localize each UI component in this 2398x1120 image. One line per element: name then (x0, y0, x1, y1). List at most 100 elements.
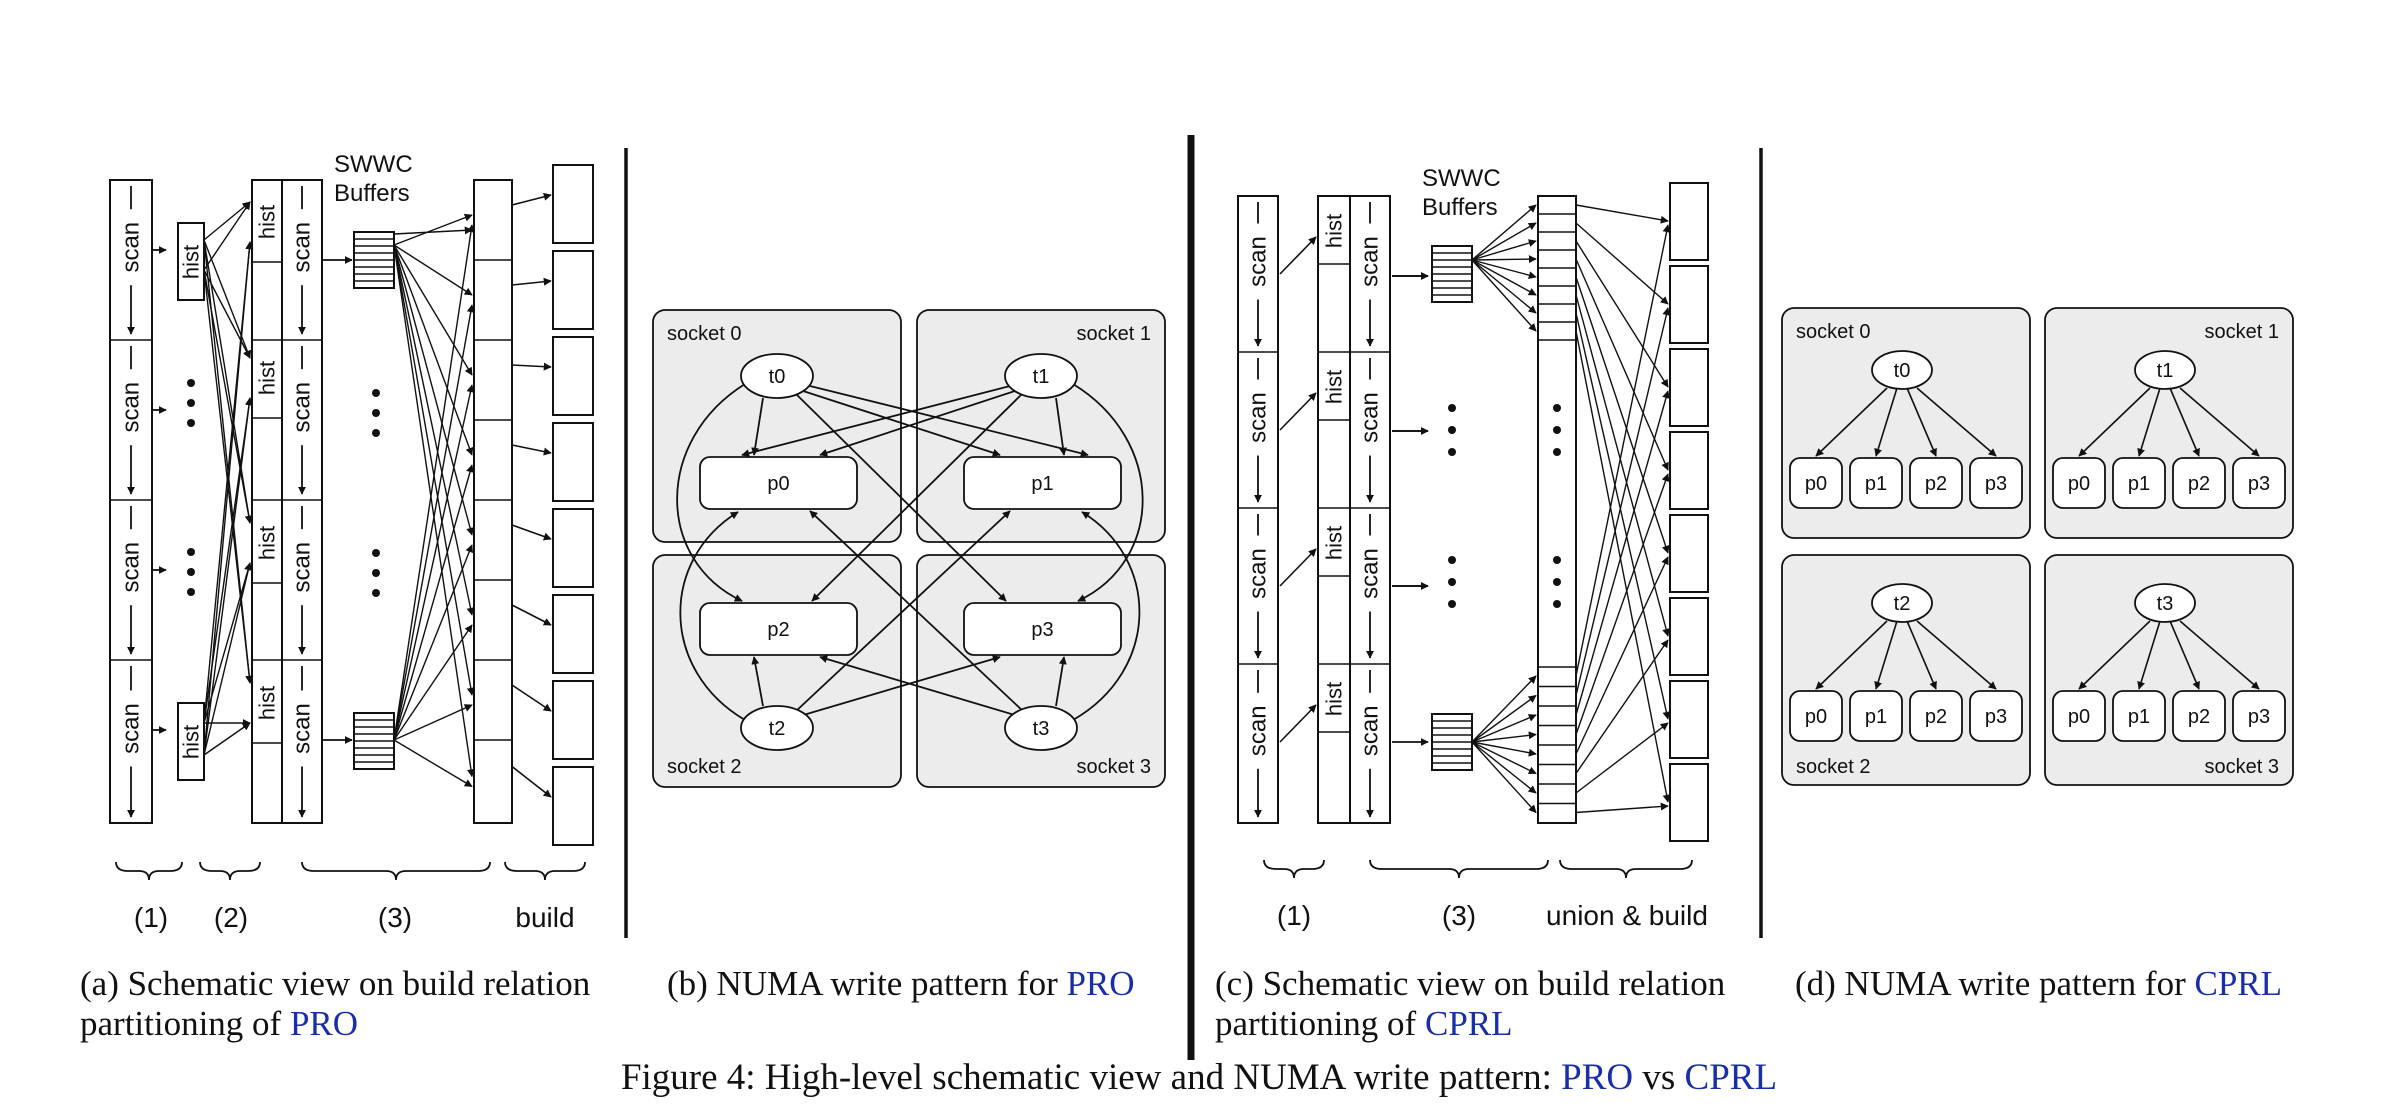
hist-label-top: hist (179, 245, 204, 279)
scatter-arrow-top (393, 244, 473, 296)
hist-label-0: hist (1322, 214, 1347, 248)
write-arrow (1815, 620, 1888, 690)
union-arrow-top (1575, 312, 1671, 720)
union-arrow-bottom (1575, 224, 1671, 677)
thread-1-label: t1 (2157, 360, 2174, 382)
hist-fan-arrow (203, 201, 251, 271)
write-curve (1072, 511, 1141, 721)
scatter-arrow-bottom (1471, 741, 1537, 794)
scatter-arrow-top (393, 244, 475, 616)
hist-label-3: hist (1322, 682, 1347, 716)
union-arrow-bottom (1575, 639, 1669, 774)
scan2-0-label: scan (289, 222, 316, 273)
scan-3-label: scan (1245, 705, 1272, 756)
scan2-2-label: scan (289, 542, 316, 593)
union-arrow-top (1575, 222, 1669, 305)
ellipsis-dots (187, 379, 195, 387)
hist-label-2: hist (1322, 526, 1347, 560)
write-curve (676, 383, 746, 602)
union-arrow-bottom (1575, 556, 1669, 755)
swwc-label-1: SWWC (334, 151, 413, 178)
ellipsis-dots (187, 548, 195, 556)
caption-a-pro-link[interactable]: PRO (289, 1004, 359, 1043)
hist-arrow (1279, 704, 1317, 743)
caption-a-line2: partitioning of PRO (80, 1004, 590, 1044)
scatter-arrow-bottom (1471, 731, 1537, 743)
ellipsis-dots (372, 409, 380, 417)
partition-3-3 (2232, 690, 2286, 742)
partition-3-0-label: p0 (2068, 706, 2090, 728)
hist-fan-arrow (203, 239, 252, 359)
partition-column (473, 179, 513, 824)
scan-0-label: scan (1245, 236, 1272, 287)
partition-0-1 (1849, 457, 1903, 509)
ellipsis-dots (372, 589, 380, 597)
scatter-arrow-bottom (393, 739, 473, 788)
build-box-5 (1669, 597, 1709, 676)
scatter-arrow-top (393, 244, 475, 696)
caption-a: (a) Schematic view on build relation par… (80, 964, 590, 1044)
caption-c-cprl-link[interactable]: CPRL (1424, 1004, 1513, 1043)
scatter-arrow-top (393, 226, 473, 235)
build-box-0 (1669, 182, 1709, 261)
write-arrow (1916, 620, 1997, 690)
scatter-arrow-top (1471, 259, 1537, 280)
write-arrow (795, 393, 1007, 602)
ellipsis-dots (372, 569, 380, 577)
hist-label-bottom: hist (179, 725, 204, 759)
partition-0 (699, 456, 858, 510)
scatter-arrow-top (1471, 259, 1537, 296)
scan2-3-label: scan (289, 703, 316, 754)
write-arrow (2179, 620, 2260, 690)
bracket-label-0: (1) (1277, 900, 1311, 931)
hist-label-3: hist (255, 686, 280, 720)
partition-2-0 (1789, 690, 1843, 742)
hist-fan-arrow (203, 397, 254, 756)
swwc-label-1: SWWC (1422, 165, 1501, 192)
ellipsis-dots (1448, 404, 1456, 412)
union-arrow-top (1575, 258, 1669, 471)
partition-2 (699, 602, 858, 656)
union-column (1537, 195, 1577, 824)
caption-a-prefix: partitioning of (80, 1004, 290, 1043)
thread-2 (740, 705, 814, 751)
figure-caption-prefix: Figure 4: High-level schematic view and … (620, 1057, 1562, 1098)
bracket-label-2: (3) (378, 902, 412, 933)
hist-column (1317, 195, 1351, 824)
panel-d: socket 0 socket 1 socket 2 socket 3 t0 p0 p1 p2… (1781, 307, 2294, 786)
scan2-2-label: scan (1357, 548, 1384, 599)
build-arrow (511, 362, 552, 371)
caption-d: (d) NUMA write pattern for CPRL (1795, 964, 2282, 1004)
figure-caption-cprl-link[interactable]: CPRL (1684, 1057, 1778, 1098)
scatter-arrow-bottom (1471, 714, 1537, 743)
hist-fan-arrow (203, 241, 254, 756)
build-box-5 (552, 594, 594, 674)
ellipsis-dots (372, 389, 380, 397)
scan-1-label: scan (118, 382, 145, 433)
partition-0-2 (1909, 457, 1963, 509)
figure-caption-pro-link[interactable]: PRO (1561, 1057, 1634, 1098)
partition-1-label: p1 (1031, 473, 1053, 495)
partition-2-2 (1909, 690, 1963, 742)
scatter-arrow-bottom (1471, 741, 1537, 814)
union-arrow-top (1575, 240, 1669, 388)
brace-3 (1369, 859, 1549, 879)
partition-2-1 (1849, 690, 1903, 742)
partition-2-1-label: p1 (1865, 706, 1887, 728)
swwc-label-2: Buffers (334, 180, 410, 207)
scatter-arrow-bottom (1471, 675, 1537, 743)
scatter-arrow-bottom (393, 704, 473, 741)
partition-1-2-label: p2 (2188, 473, 2210, 495)
caption-b-pro-link[interactable]: PRO (1066, 964, 1135, 1003)
partition-3-label: p3 (1031, 619, 1053, 641)
ellipsis-dots (1553, 426, 1561, 434)
thread-2-label: t2 (769, 718, 786, 740)
thread-0-label: t0 (769, 366, 786, 388)
build-arrow (511, 277, 552, 286)
ellipsis-dots (187, 588, 195, 596)
caption-d-cprl-link[interactable]: CPRL (2194, 964, 2283, 1003)
build-arrow (511, 765, 552, 798)
scatter-arrow-bottom (393, 384, 475, 741)
partition-3-0 (2052, 690, 2106, 742)
